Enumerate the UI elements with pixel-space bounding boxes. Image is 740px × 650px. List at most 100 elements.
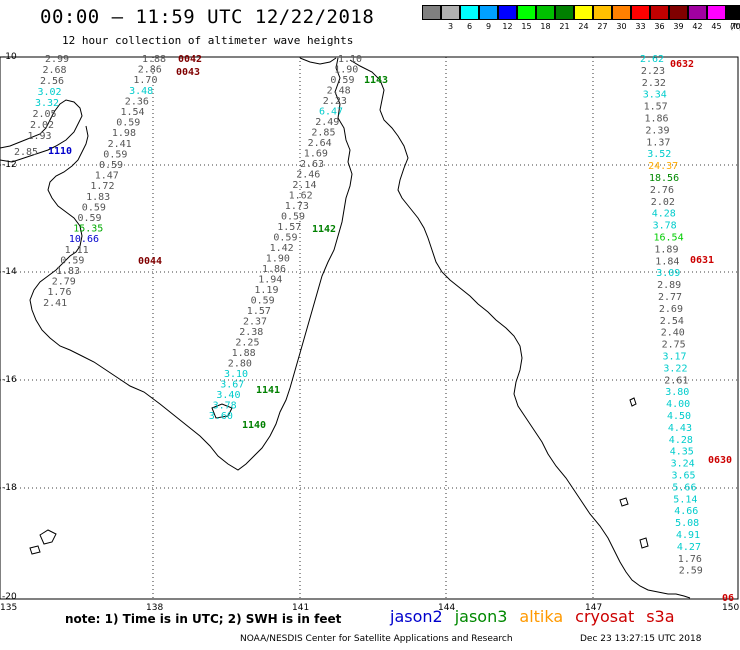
wave-height-value: 15.35 [73, 224, 103, 235]
colorbar-label: 30 [616, 22, 627, 31]
colorbar-bin: 70 [725, 5, 740, 31]
pass-label: 1141 [256, 385, 280, 396]
wave-height-value: 1.83 [86, 192, 110, 203]
colorbar-bin: 9 [478, 5, 498, 31]
png-coast [299, 57, 337, 65]
lon-label: 147 [585, 603, 603, 613]
wave-height-value: 4.43 [668, 423, 692, 434]
wave-height-value: 3.48 [129, 86, 153, 97]
wave-height-value: 1.57 [247, 306, 271, 317]
wave-height-value: 2.64 [308, 138, 332, 149]
wave-height-value: 4.00 [666, 399, 690, 410]
colorbar-bin: 45 [706, 5, 726, 31]
satellite-name: altika [519, 607, 564, 626]
wave-height-value: 2.99 [45, 54, 69, 65]
wave-height-value: 1.57 [644, 102, 668, 113]
colorbar-label: 6 [466, 22, 473, 31]
colorbar-label: 15 [521, 22, 532, 31]
wave-height-value: 2.05 [33, 109, 57, 120]
lat-lon-grid [0, 57, 738, 599]
colorbar-swatch [630, 5, 650, 20]
lon-label: 135 [0, 603, 18, 613]
wave-height-value: 1.93 [28, 131, 52, 142]
wave-height-value: 4.28 [669, 435, 693, 446]
wave-height-value: 3.22 [663, 363, 687, 374]
colorbar-bin: 6 [459, 5, 479, 31]
footer-timestamp: Dec 23 13:27:15 UTC 2018 [580, 634, 702, 644]
wave-height-value: 0.59 [60, 255, 84, 266]
wave-height-value: 24.37 [648, 161, 678, 172]
colorbar-bin: 39 [668, 5, 688, 31]
wave-height-value: 1.42 [270, 243, 294, 254]
colorbar-label: 36 [654, 22, 665, 31]
pass-label: 1140 [242, 420, 266, 431]
lat-label: -14 [2, 267, 17, 277]
wave-height-value: 2.77 [658, 292, 682, 303]
colorbar-swatch [611, 5, 631, 20]
colorbar-label: 27 [597, 22, 608, 31]
wave-height-value: 2.54 [660, 316, 684, 327]
wave-height-value: 1.94 [258, 275, 282, 286]
colorbar-swatch [535, 5, 555, 20]
wave-height-value: 1.76 [678, 554, 702, 565]
wave-height-value: 2.85 [311, 128, 335, 139]
wave-height-value: 2.23 [323, 96, 347, 107]
colorbar-bin: 15 [516, 5, 536, 31]
pass-label: 1142 [312, 224, 336, 235]
island-5 [629, 397, 637, 407]
wave-height-value: 2.62 [640, 54, 664, 65]
wave-height-value: 1.11 [65, 245, 89, 256]
colorbar-label: 45 [711, 22, 722, 31]
wave-height-value: 3.78 [213, 401, 237, 412]
island-4 [639, 537, 649, 549]
satellite-name: s3a [646, 607, 675, 626]
wave-height-value: 3.17 [663, 352, 687, 363]
wave-height-value: 2.02 [651, 197, 675, 208]
wave-height-value: 3.78 [653, 221, 677, 232]
lat-label: -12 [2, 160, 17, 170]
wave-height-value: 1.54 [121, 107, 145, 118]
colorbar-swatch [725, 5, 740, 20]
arnhem-coast [0, 99, 83, 163]
wave-height-value: 2.85 [14, 147, 38, 158]
wave-height-value: 2.02 [30, 120, 54, 131]
wave-height-value: 1.62 [289, 191, 313, 202]
satellite-name: cryosat [575, 607, 635, 626]
wave-height-value: 2.80 [228, 359, 252, 370]
wave-height-value: 2.56 [40, 76, 64, 87]
map-title: 00:00 – 11:59 UTC 12/22/2018 [40, 6, 375, 28]
wave-height-value: 2.48 [327, 86, 351, 97]
wave-height-value: 2.46 [296, 170, 320, 181]
wave-height-value: 0.59 [103, 149, 127, 160]
wave-height-value: 1.88 [232, 348, 256, 359]
wave-height-value: 2.14 [292, 180, 316, 191]
wave-height-value: 4.27 [677, 542, 701, 553]
wave-height-value: 1.89 [654, 244, 678, 255]
wave-height-value: 3.32 [35, 98, 59, 109]
wave-height-value: 0.59 [251, 296, 275, 307]
wave-height-value: 5.08 [675, 518, 699, 529]
wave-height-value: 2.36 [125, 96, 149, 107]
colorbar-swatch [649, 5, 669, 20]
colorbar-label: 9 [485, 22, 492, 31]
wave-height-value: 3.67 [220, 380, 244, 391]
island-2 [29, 545, 41, 555]
lon-label: 141 [292, 603, 310, 613]
colorbar-label: 33 [635, 22, 646, 31]
wave-height-value: 2.37 [243, 317, 267, 328]
coastline [0, 57, 691, 599]
wave-height-value: 2.86 [138, 65, 162, 76]
wave-height-value: 1.37 [646, 137, 670, 148]
colorbar-label: 12 [502, 22, 513, 31]
island-1 [39, 529, 57, 545]
colorbar-bin: 30 [611, 5, 631, 31]
colorbar-swatch [554, 5, 574, 20]
wave-height-value: 3.60 [209, 411, 233, 422]
satellite-name: jason3 [454, 607, 508, 626]
colorbar-label: 70 [730, 22, 740, 31]
colorbar-bin: 24 [573, 5, 593, 31]
colorbar-bin: 18 [535, 5, 555, 31]
wave-height-value: 2.32 [642, 78, 666, 89]
map-frame [0, 56, 739, 600]
